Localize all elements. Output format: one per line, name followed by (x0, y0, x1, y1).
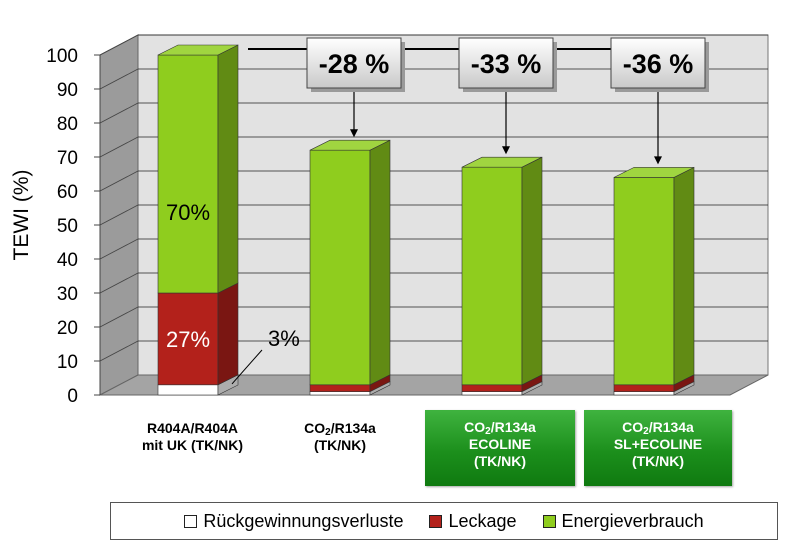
category-label-line: CO2/R134a (304, 420, 376, 438)
segment-label: 27% (166, 327, 210, 352)
bar-segment-side (521, 156, 543, 386)
reduction-arrowhead (350, 129, 358, 138)
bar-segment-front (613, 384, 675, 392)
y-tick-label: 40 (57, 250, 78, 271)
segment-label: 70% (166, 200, 210, 225)
y-tick-label: 0 (67, 386, 78, 407)
y-tick-label: 70 (57, 148, 78, 169)
bar-segment-front (309, 149, 371, 386)
category-label-line: SL+ECOLINE (613, 436, 703, 452)
gridline-side (99, 34, 139, 56)
bar-segment-front (157, 54, 219, 294)
reduction-badge (610, 37, 706, 89)
y-tick-label: 60 (57, 182, 78, 203)
category-label-line: CO2/R134a (464, 419, 536, 437)
gridline-side (99, 306, 139, 328)
y-axis-title: TEWI (%) (10, 170, 33, 261)
y-tick-label: 50 (57, 216, 78, 237)
category-label: R404A/R404A mit UK (TK/NK) (115, 418, 270, 458)
bar-segment-front (157, 292, 219, 386)
category-label: CO2/R134a (TK/NK) (280, 418, 400, 458)
reduction-label: -36 % (623, 49, 694, 79)
gridline-side (99, 340, 139, 362)
y-tick-label: 30 (57, 284, 78, 305)
y-tick-label: 80 (57, 114, 78, 135)
gridline-side (99, 272, 139, 294)
gridline-side (99, 170, 139, 192)
callout-line (231, 349, 263, 385)
reduction-label: -33 % (471, 49, 542, 79)
bar-top (461, 156, 543, 168)
bar-top (613, 167, 695, 178)
bar-segment-front (461, 384, 523, 392)
category-label-line: R404A/R404A (146, 420, 239, 436)
legend-swatch (429, 514, 443, 528)
legend-item: Leckage (429, 510, 517, 532)
category-label-line: (TK/NK) (631, 453, 685, 469)
y-tick-label: 90 (57, 80, 78, 101)
bar-segment-front (309, 391, 371, 396)
tewi-chart: 0 10 20 30 40 50 60 70 80 90 100 TEWI (%) 70% 27% 3% -… (10, 34, 769, 407)
category-label-line: ECOLINE (468, 436, 532, 452)
legend-label: Rückgewinnungsverluste (203, 510, 404, 531)
bar-segment-front (157, 384, 219, 396)
category-label: CO2/R134a SL+ECOLINE (TK/NK) (584, 410, 732, 486)
gridline-side (99, 204, 139, 226)
category-label-line: (TK/NK) (473, 453, 527, 469)
reduction-badge (458, 37, 554, 89)
segment-label: 3% (268, 326, 300, 351)
legend-swatch (542, 514, 556, 528)
legend-swatch (184, 514, 198, 528)
gridline-side (99, 238, 139, 260)
gridline-side (99, 68, 139, 90)
reduction-label: -28 % (319, 49, 390, 79)
category-label-line: CO2/R134a (622, 419, 694, 437)
legend-item: Energieverbrauch (542, 510, 704, 532)
bar-segment-side (217, 44, 239, 294)
legend-label: Energieverbrauch (561, 510, 704, 531)
bar-segment-front (613, 177, 675, 386)
bar-segment-side (369, 139, 391, 386)
legend-item: Rückgewinnungsverluste (184, 511, 403, 532)
legend: Rückgewinnungsverluste Leckage Energieverb… (110, 502, 778, 540)
reduction-badge (306, 37, 402, 89)
bar-segment-front (461, 391, 523, 396)
y-tick-label: 10 (57, 352, 78, 373)
bar-segment-side (217, 282, 239, 386)
bar-top (309, 139, 391, 151)
category-label: CO2/R134a ECOLINE (TK/NK) (425, 410, 575, 486)
bar-segment-front (613, 391, 675, 396)
bar-segment-side (673, 166, 695, 386)
reduction-arrowhead (502, 146, 510, 155)
gridline-side (99, 102, 139, 124)
y-tick-label: 20 (57, 318, 78, 339)
category-label-line: (TK/NK) (313, 437, 367, 453)
bar-segment-front (461, 166, 523, 386)
y-tick-label: 100 (46, 46, 78, 67)
legend-label: Leckage (448, 510, 517, 531)
reduction-arrowhead (654, 156, 662, 165)
bar-top (157, 44, 239, 56)
category-label-line: mit UK (TK/NK) (141, 437, 244, 453)
gridline-side (99, 136, 139, 158)
bar-segment-front (309, 384, 371, 392)
